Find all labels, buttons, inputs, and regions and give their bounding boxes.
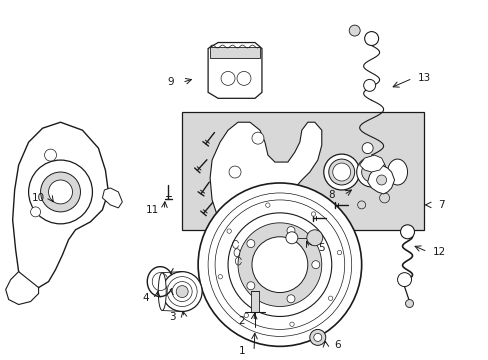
Circle shape xyxy=(311,261,319,269)
Text: 6: 6 xyxy=(334,340,340,350)
Ellipse shape xyxy=(158,273,166,310)
Circle shape xyxy=(246,240,254,248)
Circle shape xyxy=(376,175,386,185)
Circle shape xyxy=(244,313,248,318)
Circle shape xyxy=(198,183,361,346)
Circle shape xyxy=(48,180,72,204)
Circle shape xyxy=(221,71,235,85)
Circle shape xyxy=(328,296,332,301)
Circle shape xyxy=(238,223,321,306)
Circle shape xyxy=(226,229,231,233)
Polygon shape xyxy=(6,272,39,305)
Circle shape xyxy=(397,273,411,287)
Circle shape xyxy=(309,329,325,345)
Polygon shape xyxy=(13,122,108,288)
Ellipse shape xyxy=(387,159,407,185)
Polygon shape xyxy=(208,42,262,98)
Text: 7: 7 xyxy=(437,200,444,210)
Circle shape xyxy=(311,212,315,216)
Circle shape xyxy=(251,237,307,293)
Polygon shape xyxy=(182,112,424,230)
Circle shape xyxy=(379,193,389,203)
Text: 3: 3 xyxy=(168,312,175,323)
Text: 8: 8 xyxy=(328,190,334,200)
Circle shape xyxy=(228,166,241,178)
Circle shape xyxy=(356,157,386,187)
Circle shape xyxy=(323,154,359,190)
Circle shape xyxy=(286,226,294,235)
Circle shape xyxy=(362,143,372,154)
Circle shape xyxy=(306,230,322,246)
Text: 5: 5 xyxy=(318,243,325,253)
Circle shape xyxy=(227,213,331,316)
Circle shape xyxy=(218,275,222,279)
Circle shape xyxy=(176,285,188,298)
Circle shape xyxy=(328,159,354,185)
Circle shape xyxy=(363,80,375,91)
Text: 12: 12 xyxy=(432,247,445,257)
Circle shape xyxy=(313,333,321,341)
Polygon shape xyxy=(102,188,122,208)
Circle shape xyxy=(332,163,350,181)
Circle shape xyxy=(31,207,41,217)
Text: 9: 9 xyxy=(166,77,173,87)
Circle shape xyxy=(286,295,294,303)
Circle shape xyxy=(162,272,202,311)
Circle shape xyxy=(289,322,294,327)
Text: 11: 11 xyxy=(145,205,159,215)
Circle shape xyxy=(251,132,264,144)
Text: 1: 1 xyxy=(238,346,245,356)
Circle shape xyxy=(265,203,269,207)
Circle shape xyxy=(405,300,413,307)
Circle shape xyxy=(237,71,250,85)
Circle shape xyxy=(357,201,365,209)
Bar xyxy=(250,291,259,312)
Circle shape xyxy=(364,32,378,45)
Polygon shape xyxy=(367,165,394,194)
Circle shape xyxy=(29,160,92,224)
Polygon shape xyxy=(359,155,384,172)
Text: 13: 13 xyxy=(417,73,430,84)
Circle shape xyxy=(337,251,341,255)
Circle shape xyxy=(44,149,57,161)
Circle shape xyxy=(361,162,381,182)
Bar xyxy=(210,46,260,58)
Text: 2: 2 xyxy=(238,316,245,327)
Circle shape xyxy=(285,232,297,244)
Text: 4: 4 xyxy=(142,293,148,302)
Circle shape xyxy=(246,282,254,290)
Circle shape xyxy=(348,25,360,36)
Circle shape xyxy=(41,172,81,212)
Text: 10: 10 xyxy=(32,193,45,203)
Polygon shape xyxy=(210,122,321,220)
Circle shape xyxy=(400,225,414,239)
